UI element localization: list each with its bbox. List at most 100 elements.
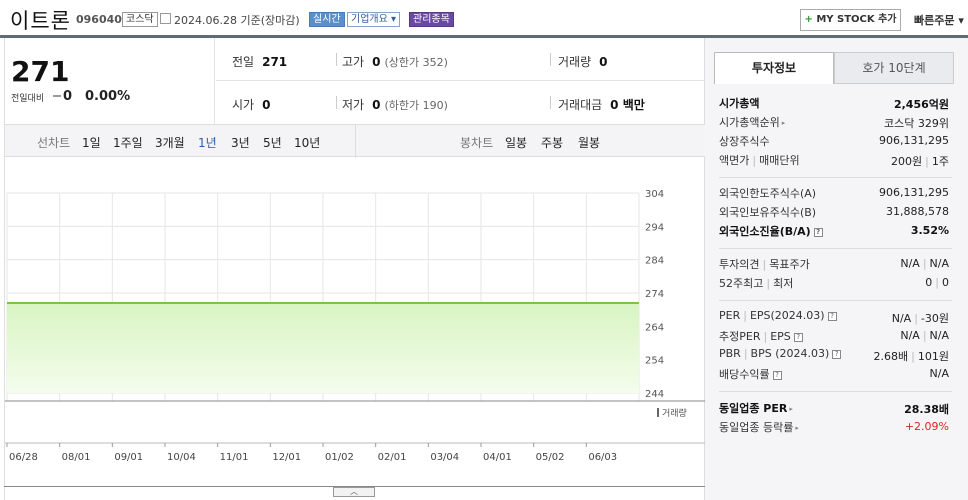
separator: |	[925, 155, 929, 168]
help-icon[interactable]: ?	[832, 349, 842, 359]
ind-rate-label-wrap: 동일업종 등락률 ▸	[719, 419, 799, 435]
w52-value-wrap: 0 | 0	[925, 276, 949, 289]
help-icon[interactable]: ?	[772, 370, 782, 380]
divider	[719, 248, 952, 249]
help-icon[interactable]: ?	[827, 311, 837, 321]
info-row[interactable]: 동일업종 PER ▸ 28.38배	[719, 399, 949, 417]
pbr-value: 2.68배	[873, 350, 909, 363]
info-row: 배당수익률? N/A	[719, 365, 949, 383]
tab-10y[interactable]: 10년	[294, 136, 321, 150]
foreign-limit-value: 906,131,295	[879, 186, 949, 199]
tab-1y[interactable]: 1년	[198, 136, 217, 150]
foreign-hold-value: 31,888,578	[886, 205, 949, 218]
low-price: 저가 0 (하한가 190)	[342, 96, 448, 113]
line-chart-label: 선차트	[37, 136, 71, 150]
tab-3m[interactable]: 3개월	[155, 136, 185, 150]
add-mystock-button[interactable]: + MY STOCK 추가	[800, 9, 901, 31]
separator: |	[766, 277, 771, 290]
face-unit-label: 액면가 | 매매단위	[719, 152, 800, 168]
separator: |	[752, 154, 757, 167]
amount-value: 0 백만	[610, 98, 645, 112]
divider	[550, 53, 551, 66]
info-row: PER | EPS(2024.03)? N/A | -30원	[719, 308, 949, 326]
price-area	[7, 303, 639, 393]
separator: |	[922, 257, 927, 270]
invest-info-panel: 투자정보 호가 10단계 시가총액 2,456억원 시가총액순위 ▸ 코스닥 329위…	[705, 38, 968, 500]
low-value: 0	[372, 98, 381, 112]
company-info-dropdown[interactable]: 기업개요 ▾	[347, 12, 401, 27]
info-row[interactable]: 시가총액순위 ▸ 코스닥 329위	[719, 113, 949, 131]
x-tick-label: 01/02	[325, 452, 354, 463]
help-icon[interactable]: ?	[813, 227, 823, 237]
change-value: 0	[63, 89, 73, 104]
w52-high-value: 0	[925, 276, 933, 289]
w52-label-wrap: 52주최고 | 최저	[719, 275, 793, 291]
industry-rate-label: 동일업종 등락률	[719, 421, 794, 434]
price-stats: 전일 271 고가 0 (상한가 352) 거래량 0 시가 0 저가 0 (하한가 190)…	[216, 38, 706, 124]
chevron-up-icon: ︿	[350, 487, 358, 496]
per-value: N/A	[891, 312, 912, 325]
market-badge: 코스닥	[122, 12, 158, 27]
high-price: 고가 0 (상한가 352)	[342, 53, 448, 70]
tab-5y[interactable]: 5년	[263, 136, 282, 150]
stats-row: 시가 0 저가 0 (하한가 190) 거래대금 0 백만	[216, 81, 706, 124]
stock-code: 096040	[76, 13, 122, 26]
est-per-value-wrap: N/A | N/A	[900, 329, 949, 342]
tab-3y[interactable]: 3년	[231, 136, 250, 150]
high-value: 0	[372, 55, 381, 69]
foreign-limit-label: 외국인한도주식수(A)	[719, 187, 817, 200]
separator: |	[914, 312, 918, 325]
per-label: PER	[719, 309, 741, 322]
trade-amount: 거래대금 0 백만	[558, 96, 645, 113]
prev-close-value: 271	[262, 55, 288, 69]
divider	[4, 486, 705, 487]
separator: |	[763, 330, 768, 343]
plus-icon: +	[804, 14, 813, 25]
flat-change-icon	[53, 95, 61, 97]
eps-label: EPS(2024.03)	[749, 309, 825, 322]
info-row: 시가총액 2,456억원	[719, 94, 949, 112]
divider	[719, 177, 952, 178]
tab-invest-info[interactable]: 투자정보	[714, 52, 834, 84]
industry-per-label: 동일업종 PER	[719, 402, 788, 415]
target-value: N/A	[929, 257, 949, 270]
est-per-label-wrap: 추정PER | EPS?	[719, 328, 803, 344]
est-per-label: 추정PER	[719, 330, 761, 343]
prev-close: 전일 271	[232, 53, 287, 70]
high-label: 고가	[342, 55, 365, 69]
realtime-button[interactable]: 실시간	[309, 12, 345, 27]
per-value-wrap: N/A | -30원	[892, 310, 949, 326]
main-panel: 271 전일대비 0 0.00% 전일 271 고가 0 (상한가 352) 거래량 0…	[4, 38, 706, 500]
separator: |	[922, 329, 927, 342]
tab-1d[interactable]: 1일	[82, 136, 101, 150]
collapse-handle[interactable]: ︿	[333, 487, 375, 497]
quick-order-label: 빠른주문	[914, 14, 955, 27]
y-tick-label: 294	[645, 222, 664, 233]
prev-close-label: 전일	[232, 55, 255, 69]
quick-order-button[interactable]: 빠른주문 ▾	[914, 12, 964, 28]
y-tick-label: 274	[645, 289, 664, 300]
x-tick-label: 08/01	[62, 452, 91, 463]
volume-legend-label: 거래량	[662, 407, 687, 419]
volume-label: 거래량	[558, 55, 592, 69]
pbr-value-wrap: 2.68배 | 101원	[874, 348, 949, 364]
upper-limit: (상한가 352)	[384, 56, 448, 69]
pbr-label: PBR	[719, 347, 741, 360]
x-tick-label: 04/01	[483, 452, 512, 463]
opinion-label-wrap: 투자의견 | 목표주가	[719, 256, 810, 272]
info-row[interactable]: 동일업종 등락률 ▸ +2.09%	[719, 418, 949, 436]
divider	[336, 53, 337, 66]
tab-monthly[interactable]: 월봉	[578, 136, 601, 150]
foreign-ratio-label-wrap: 외국인소진율(B/A)?	[719, 223, 823, 239]
pbr-label-wrap: PBR | BPS (2024.03)?	[719, 347, 842, 360]
tab-1w[interactable]: 1주일	[113, 136, 143, 150]
tab-weekly[interactable]: 주봉	[541, 136, 564, 150]
help-icon[interactable]: ?	[793, 332, 803, 342]
tab-daily[interactable]: 일봉	[505, 136, 528, 150]
chevron-right-icon: ▸	[795, 424, 799, 432]
ind-per-label-wrap: 동일업종 PER ▸	[719, 400, 793, 416]
volume-legend-icon	[657, 408, 659, 417]
x-tick-label: 10/04	[167, 452, 196, 463]
tab-quote-10[interactable]: 호가 10단계	[834, 52, 954, 84]
info-row: 52주최고 | 최저 0 | 0	[719, 274, 949, 292]
